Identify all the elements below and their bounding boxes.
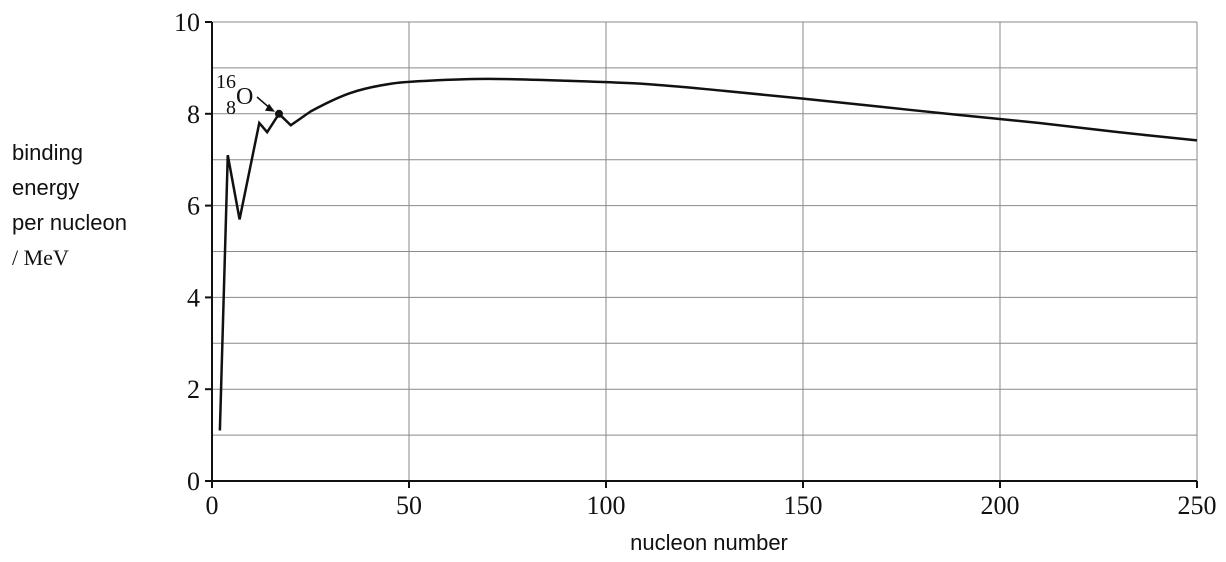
x-tick-label: 50 [396, 491, 422, 520]
tick-labels: 0 50 100 150 200 250 0 2 4 6 8 10 [174, 8, 1217, 520]
x-tick-label: 100 [587, 491, 626, 520]
series-layer [218, 77, 1198, 431]
y-axis-label-line-1: binding [12, 140, 83, 165]
mass-number-label: 16 [216, 71, 236, 93]
x-tick-label: 150 [784, 491, 823, 520]
y-tick-label: 2 [187, 375, 200, 404]
y-axis-label-line-3: per nucleon [12, 210, 127, 235]
annotation-arrow-head [264, 103, 275, 112]
y-tick-label: 6 [187, 192, 200, 221]
x-tick-label: 250 [1178, 491, 1217, 520]
atomic-number-label: 8 [226, 97, 236, 119]
y-axis-label-line-2: energy [12, 175, 80, 200]
oxygen-16-point [274, 109, 283, 118]
y-tick-label: 10 [174, 8, 200, 37]
y-axis-label-line-4: / MeV [12, 245, 69, 270]
element-symbol-label: O [236, 84, 253, 110]
y-tick-label: 4 [187, 283, 200, 312]
grid [212, 21, 1198, 481]
binding-energy-curve [218, 77, 1198, 431]
x-tick-label: 200 [981, 491, 1020, 520]
x-axis-label: nucleon number [630, 530, 788, 555]
y-tick-label: 0 [187, 467, 200, 496]
y-tick-label: 8 [187, 100, 200, 129]
x-tick-label: 0 [206, 491, 219, 520]
axes [205, 21, 1198, 488]
